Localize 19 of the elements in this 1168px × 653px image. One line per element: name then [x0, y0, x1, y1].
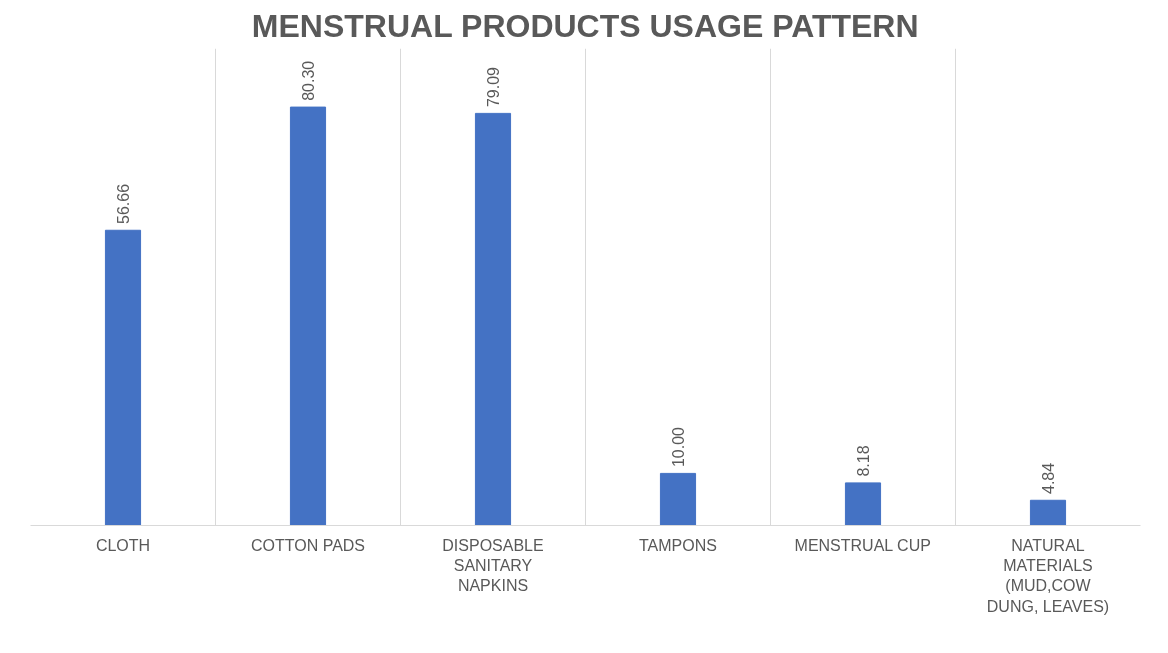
data-label: 80.30: [300, 60, 317, 101]
x-tick-label: DISPOSABLE SANITARY NAPKINS: [442, 536, 544, 595]
bar: [104, 229, 142, 526]
x-tick-label: NATURAL MATERIALS (MUD,COW DUNG, LEAVES): [986, 536, 1110, 615]
data-label: 79.09: [485, 66, 502, 108]
x-tick-label: COTTON PADS: [250, 536, 366, 554]
bar: [474, 112, 512, 526]
x-tick-label: CLOTH: [95, 536, 151, 554]
bar: [289, 106, 327, 526]
bar: [659, 472, 697, 526]
chart-title: MENSTRUAL PRODUCTS USAGE PATTERN: [251, 7, 919, 44]
bar: [1029, 499, 1067, 526]
x-tick-label: TAMPONS: [639, 536, 717, 554]
data-label: 8.18: [855, 445, 872, 477]
x-tick-label: MENSTRUAL CUP: [794, 536, 931, 554]
data-label: 56.66: [115, 183, 132, 224]
data-label: 4.84: [1040, 462, 1057, 494]
bar: [844, 482, 882, 526]
data-label: 10.00: [670, 426, 687, 468]
